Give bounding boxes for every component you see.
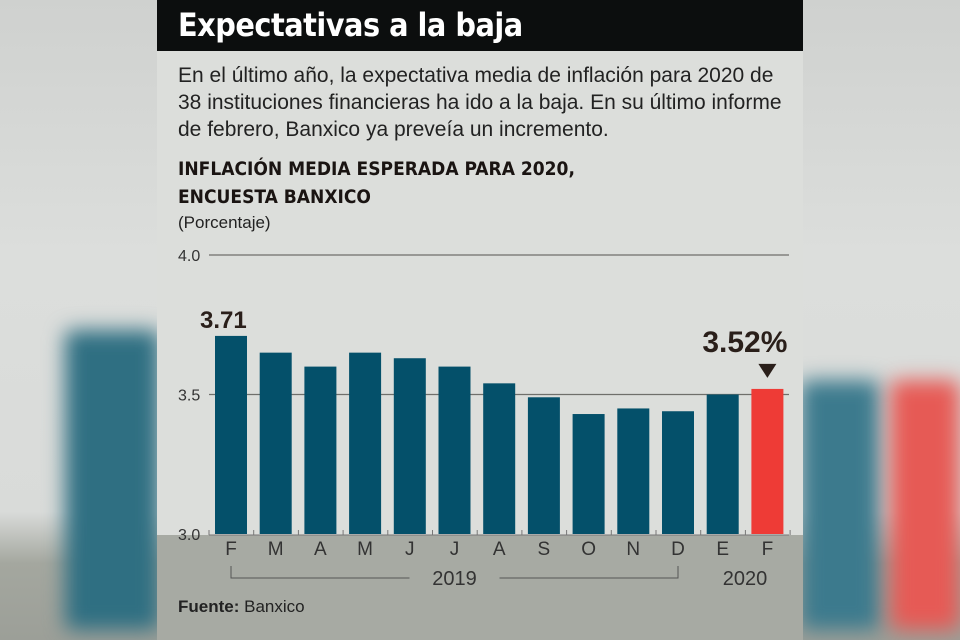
- x-tick-label: F: [762, 539, 774, 560]
- x-tick-label: D: [671, 539, 685, 560]
- bar: [527, 397, 560, 534]
- year-bracket-left: [230, 566, 410, 579]
- bar: [259, 352, 292, 534]
- x-tick-label: M: [268, 539, 284, 560]
- year-bracket-right: [499, 566, 679, 579]
- x-tick-label: A: [314, 539, 327, 560]
- x-tick-label: M: [357, 539, 373, 560]
- bar: [349, 352, 382, 534]
- x-tick-label: A: [493, 539, 506, 560]
- x-tick-label: S: [538, 539, 551, 560]
- bar: [483, 383, 516, 534]
- highlight-value-label: 3.52%: [702, 326, 787, 359]
- max-value-label: 3.71: [200, 307, 247, 334]
- bar: [706, 394, 739, 534]
- blurred-bar-left: [65, 330, 160, 630]
- down-arrow-icon: [758, 363, 777, 378]
- bar-chart: 3.0 3.5 4.0 F M A M J J A S O N D E F 2019 2020 3.71 3.52%: [178, 248, 791, 590]
- bar: [393, 358, 426, 534]
- source-note: Fuente: Banxico: [178, 597, 305, 617]
- page-title: Expectativas a la baja: [178, 6, 523, 44]
- chart-title: INFLACIÓN MEDIA ESPERADA PARA 2020, ENCU…: [178, 155, 575, 211]
- header-bar: Expectativas a la baja: [157, 0, 803, 51]
- year-label: 2019: [432, 568, 477, 590]
- x-tick-label: F: [225, 539, 237, 560]
- y-tick-label: 3.5: [178, 388, 200, 405]
- bar: [215, 335, 247, 534]
- chart-title-line-1: INFLACIÓN MEDIA ESPERADA PARA 2020,: [178, 158, 575, 180]
- y-tick-label: 4.0: [178, 248, 200, 265]
- intro-text: En el último año, la expectativa media d…: [178, 64, 782, 141]
- source-value: Banxico: [244, 597, 305, 616]
- infographic-card: Expectativas a la baja En el último año,…: [157, 0, 803, 640]
- bar: [662, 411, 694, 534]
- x-tick-label: J: [450, 539, 460, 560]
- x-tick-label: N: [626, 539, 640, 560]
- unit-label: (Porcentaje): [178, 213, 271, 232]
- x-tick-label: O: [581, 539, 596, 560]
- bar: [572, 414, 605, 534]
- bar: [438, 366, 471, 534]
- chart-title-line-2: ENCUESTA BANXICO: [178, 186, 371, 208]
- source-label: Fuente:: [178, 597, 240, 616]
- bar: [751, 388, 784, 534]
- x-tick-label: E: [716, 539, 729, 560]
- y-tick-label: 3.0: [178, 527, 200, 544]
- bar: [304, 366, 337, 534]
- blurred-bar-right-red: [890, 380, 960, 630]
- blurred-bar-right-blue: [800, 380, 880, 630]
- year-label: 2020: [723, 568, 768, 590]
- photo-shadow: [157, 535, 803, 640]
- bar: [617, 408, 650, 534]
- x-tick-label: J: [405, 539, 415, 560]
